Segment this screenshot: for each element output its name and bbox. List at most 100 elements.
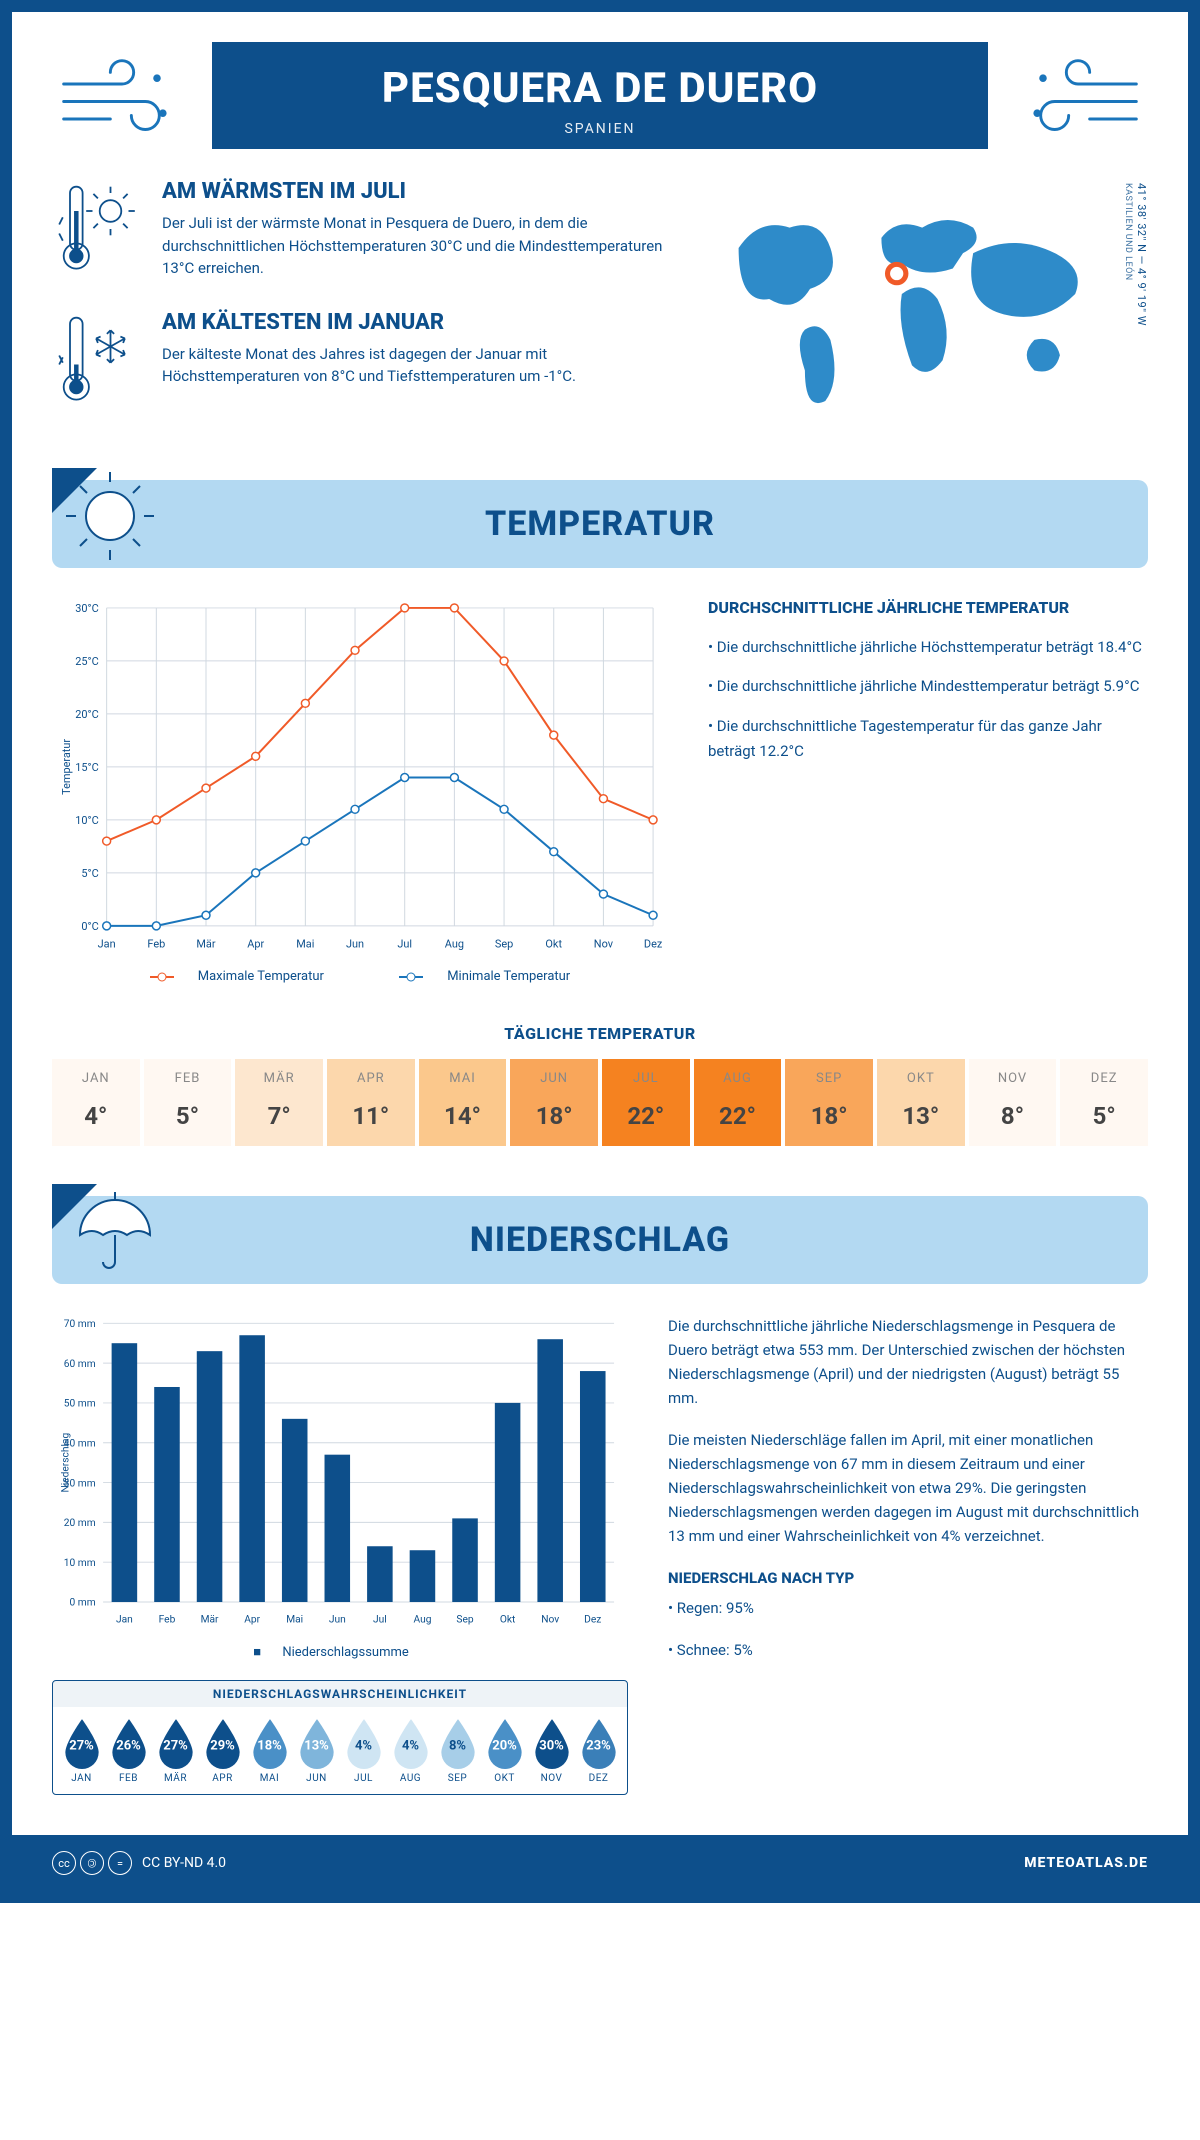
daily-cell: SEP18° xyxy=(785,1059,873,1146)
daily-cell: JUL22° xyxy=(602,1059,690,1146)
temp-legend: Maximale Temperatur Minimale Temperatur xyxy=(52,969,668,984)
svg-text:20 mm: 20 mm xyxy=(64,1518,96,1529)
svg-text:Aug: Aug xyxy=(413,1615,431,1626)
svg-text:Okt: Okt xyxy=(545,937,562,950)
daily-temp-title: TÄGLICHE TEMPERATUR xyxy=(52,1024,1148,1043)
svg-text:Nov: Nov xyxy=(541,1615,559,1626)
svg-text:Aug: Aug xyxy=(445,937,464,950)
fact-warm-title: AM WÄRMSTEN IM JULI xyxy=(162,179,678,204)
svg-text:Niederschlag: Niederschlag xyxy=(61,1433,72,1493)
prob-drop: 26%FEB xyxy=(106,1717,151,1784)
svg-text:Dez: Dez xyxy=(584,1615,601,1626)
sun-icon xyxy=(52,468,182,568)
svg-text:Temperatur: Temperatur xyxy=(60,738,73,794)
svg-text:Mär: Mär xyxy=(201,1615,219,1626)
footer: cc🄯= CC BY-ND 4.0 METEOATLAS.DE xyxy=(12,1835,1188,1891)
daily-cell: OKT13° xyxy=(877,1059,965,1146)
world-map: 41° 38' 32'' N — 4° 9' 19'' WKASTILIEN U… xyxy=(708,179,1148,440)
precip-legend: ■ Niederschlagssumme xyxy=(52,1644,628,1660)
precipitation-bar-chart: 0 mm10 mm20 mm30 mm40 mm50 mm60 mm70 mmJ… xyxy=(52,1314,628,1630)
svg-text:Jan: Jan xyxy=(116,1615,133,1626)
svg-text:Feb: Feb xyxy=(147,937,165,950)
page-subtitle: SPANIEN xyxy=(222,121,978,137)
svg-text:30°C: 30°C xyxy=(75,601,98,614)
prob-drop: 8%SEP xyxy=(435,1717,480,1784)
svg-text:Mär: Mär xyxy=(196,937,215,950)
precip-para-1: Die durchschnittliche jährliche Niedersc… xyxy=(668,1314,1148,1410)
precip-type-title: NIEDERSCHLAG NACH TYP xyxy=(668,1566,1148,1590)
svg-text:20°C: 20°C xyxy=(75,707,98,720)
prob-drop: 29%APR xyxy=(200,1717,245,1784)
svg-text:5°C: 5°C xyxy=(81,866,98,879)
svg-text:Apr: Apr xyxy=(247,937,264,950)
fact-coldest: AM KÄLTESTEN IM JANUAR Der kälteste Mona… xyxy=(52,310,678,410)
temperature-line-chart: 0°C 5°C 10°C 15°C 20°C 25°C 30°C Jan Feb Mär Apr Ma… xyxy=(52,598,668,956)
svg-text:0°C: 0°C xyxy=(81,919,98,932)
svg-text:Sep: Sep xyxy=(456,1615,473,1626)
daily-cell: DEZ5° xyxy=(1060,1059,1148,1146)
daily-cell: FEB5° xyxy=(144,1059,232,1146)
svg-text:60 mm: 60 mm xyxy=(64,1359,96,1370)
daily-cell: NOV8° xyxy=(969,1059,1057,1146)
svg-text:Jul: Jul xyxy=(397,937,412,950)
svg-text:Okt: Okt xyxy=(500,1615,516,1626)
umbrella-icon xyxy=(52,1184,182,1284)
thermometer-sun-icon xyxy=(52,179,142,280)
temp-bullet-3: • Die durchschnittliche Tagestemperatur … xyxy=(708,714,1148,765)
header-row: PESQUERA DE DUERO SPANIEN xyxy=(52,42,1148,149)
svg-text:70 mm: 70 mm xyxy=(64,1319,96,1330)
svg-text:Mai: Mai xyxy=(296,937,314,950)
daily-cell: MAI14° xyxy=(419,1059,507,1146)
title-banner: PESQUERA DE DUERO SPANIEN xyxy=(212,42,988,149)
svg-text:15°C: 15°C xyxy=(75,760,98,773)
svg-text:Jan: Jan xyxy=(98,937,116,950)
prob-drop: 4%JUL xyxy=(341,1717,386,1784)
wind-icon-left xyxy=(52,46,192,146)
svg-text:50 mm: 50 mm xyxy=(64,1399,96,1410)
fact-warmest: AM WÄRMSTEN IM JULI Der Juli ist der wär… xyxy=(52,179,678,280)
svg-text:25°C: 25°C xyxy=(75,654,98,667)
prob-drop: 27%MÄR xyxy=(153,1717,198,1784)
svg-text:Feb: Feb xyxy=(159,1615,176,1626)
fact-cold-title: AM KÄLTESTEN IM JANUAR xyxy=(162,310,678,335)
svg-text:Mai: Mai xyxy=(286,1615,303,1626)
svg-text:Jul: Jul xyxy=(373,1615,387,1626)
svg-text:Apr: Apr xyxy=(244,1615,260,1626)
precip-para-2: Die meisten Niederschläge fallen im Apri… xyxy=(668,1428,1148,1548)
fact-warm-text: Der Juli ist der wärmste Monat in Pesque… xyxy=(162,212,678,280)
prob-drop: 27%JAN xyxy=(59,1717,104,1784)
svg-text:10 mm: 10 mm xyxy=(64,1558,96,1569)
section-banner-precipitation: NIEDERSCHLAG xyxy=(52,1196,1148,1284)
precipitation-probability-box: NIEDERSCHLAGSWAHRSCHEINLICHKEIT 27%JAN26… xyxy=(52,1680,628,1795)
prob-title: NIEDERSCHLAGSWAHRSCHEINLICHKEIT xyxy=(53,1681,627,1707)
section-banner-temperature: TEMPERATUR xyxy=(52,480,1148,568)
page-title: PESQUERA DE DUERO xyxy=(222,64,978,113)
prob-drop: 30%NOV xyxy=(529,1717,574,1784)
daily-cell: APR11° xyxy=(327,1059,415,1146)
prob-drop: 23%DEZ xyxy=(576,1717,621,1784)
svg-text:0 mm: 0 mm xyxy=(70,1598,96,1609)
daily-cell: JUN18° xyxy=(510,1059,598,1146)
daily-cell: AUG22° xyxy=(694,1059,782,1146)
temp-text-title: DURCHSCHNITTLICHE JÄHRLICHE TEMPERATUR xyxy=(708,598,1148,617)
svg-text:Nov: Nov xyxy=(594,937,614,950)
svg-text:Jun: Jun xyxy=(346,937,364,950)
prob-drop: 20%OKT xyxy=(482,1717,527,1784)
fact-cold-text: Der kälteste Monat des Jahres ist dagege… xyxy=(162,343,678,388)
svg-text:Jun: Jun xyxy=(329,1615,346,1626)
prob-drop: 4%AUG xyxy=(388,1717,433,1784)
daily-temp-grid: JAN4°FEB5°MÄR7°APR11°MAI14°JUN18°JUL22°A… xyxy=(52,1059,1148,1146)
cc-icons: cc🄯= xyxy=(52,1851,132,1875)
license-label: CC BY-ND 4.0 xyxy=(142,1855,226,1871)
temp-bullet-1: • Die durchschnittliche jährliche Höchst… xyxy=(708,635,1148,661)
precip-type-2: • Schnee: 5% xyxy=(668,1638,1148,1662)
brand-label: METEOATLAS.DE xyxy=(1024,1855,1148,1871)
daily-cell: MÄR7° xyxy=(235,1059,323,1146)
temp-bullet-2: • Die durchschnittliche jährliche Mindes… xyxy=(708,674,1148,700)
thermometer-snow-icon xyxy=(52,310,142,410)
coords-label: 41° 38' 32'' N — 4° 9' 19'' WKASTILIEN U… xyxy=(1116,179,1148,440)
wind-icon-right xyxy=(1008,46,1148,146)
precip-type-1: • Regen: 95% xyxy=(668,1596,1148,1620)
svg-text:10°C: 10°C xyxy=(75,813,98,826)
svg-text:Sep: Sep xyxy=(495,937,513,950)
